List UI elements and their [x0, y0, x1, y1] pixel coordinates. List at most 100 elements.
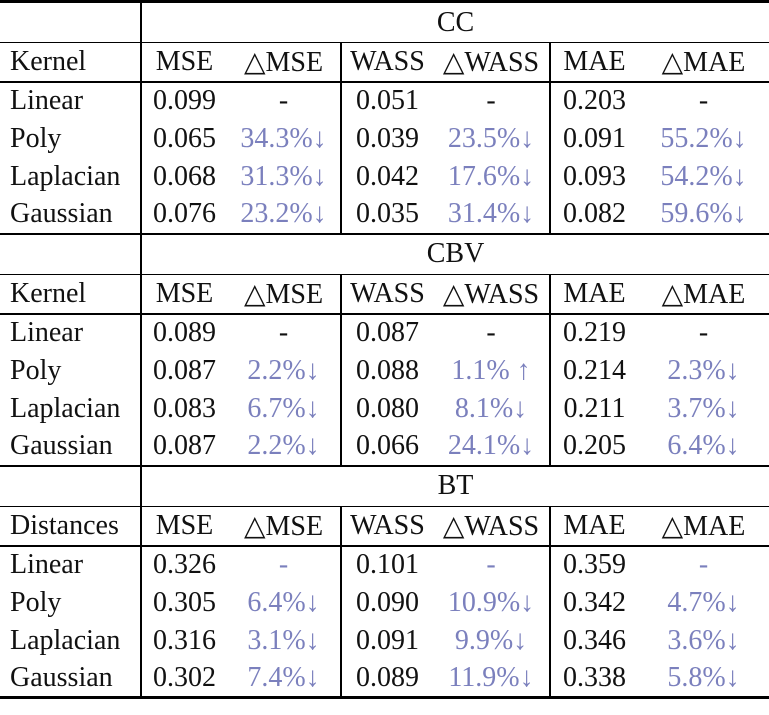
delta-cell: 8.1%↓ [454, 392, 528, 424]
col-header-delta-wass: △WASS [433, 274, 550, 315]
table-row: Linear 0.326 - 0.101 - 0.359 - [0, 545, 769, 584]
delta-cell: - [486, 317, 496, 348]
value-cell: 0.359 [549, 545, 638, 584]
col-header-delta-mae: △MAE [638, 506, 769, 547]
value-cell: 0.205 [549, 427, 638, 466]
value-cell: 0.316 [140, 621, 227, 660]
value-cell: 0.039 [340, 119, 433, 158]
value-cell: 0.342 [549, 583, 638, 622]
table-row: Gaussian 0.076 23.2%↓ 0.035 31.4%↓ 0.082… [0, 195, 769, 234]
table-row: Linear 0.099 - 0.051 - 0.203 - [0, 81, 769, 120]
delta-cell: 24.1%↓ [447, 430, 535, 461]
value-cell: 0.082 [549, 195, 638, 234]
table-row: Gaussian 0.302 7.4%↓ 0.089 11.9%↓ 0.338 … [0, 659, 769, 698]
delta-cell: 4.7%↓ [667, 586, 740, 618]
row-label: Gaussian [10, 430, 113, 461]
section-title: CC [139, 0, 769, 43]
delta-cell: 2.2%↓ [247, 354, 320, 386]
table-row: Laplacian 0.083 6.7%↓ 0.080 8.1%↓ 0.211 … [0, 389, 769, 428]
value-cell: 0.326 [140, 545, 227, 584]
value-cell: 0.087 [140, 351, 227, 390]
delta-cell: 6.4%↓ [247, 586, 320, 618]
value-cell: 0.089 [140, 313, 227, 352]
row-label: Linear [10, 549, 84, 580]
delta-cell: 10.9%↓ [447, 586, 535, 618]
delta-cell: 2.2%↓ [247, 430, 320, 461]
delta-cell: 34.3%↓ [240, 122, 327, 154]
value-cell: 0.091 [549, 119, 638, 158]
delta-cell: - [278, 85, 289, 116]
row-label: Linear [10, 317, 84, 348]
value-cell: 0.042 [340, 157, 433, 196]
delta-cell: 59.6%↓ [660, 198, 747, 229]
value-cell: 0.080 [340, 389, 433, 428]
section-title-row: CBV [0, 232, 769, 275]
column-header-row: Kernel MSE △MSE WASS △WASS MAE △MAE [0, 274, 769, 315]
results-table: CC Kernel MSE △MSE WASS △WASS MAE △MAE L… [0, 0, 769, 699]
value-cell: 0.087 [140, 427, 227, 466]
delta-cell: - [278, 317, 289, 348]
col-header-delta-mse: △MSE [227, 506, 341, 547]
row-label: Laplacian [10, 624, 121, 656]
value-cell: 0.091 [340, 621, 433, 660]
band-spacer [0, 0, 141, 43]
column-header-row: Distances MSE △MSE WASS △WASS MAE △MAE [0, 506, 769, 547]
value-cell: 0.068 [140, 157, 227, 196]
table-row: Laplacian 0.316 3.1%↓ 0.091 9.9%↓ 0.346 … [0, 621, 769, 660]
delta-cell: 3.6%↓ [667, 624, 740, 656]
value-cell: 0.302 [140, 659, 227, 698]
section-title-row: BT [0, 464, 769, 507]
value-cell: 0.076 [140, 195, 227, 234]
col-header-delta-wass: △WASS [433, 506, 550, 547]
row-label: Poly [10, 586, 62, 618]
value-cell: 0.211 [549, 389, 638, 428]
delta-cell: 7.4%↓ [247, 661, 320, 693]
delta-cell: 6.4%↓ [667, 430, 740, 461]
value-cell: 0.203 [549, 81, 638, 120]
col-header-kernel: Kernel [0, 274, 141, 315]
value-cell: 0.035 [340, 195, 433, 234]
col-header-mae: MAE [549, 274, 638, 315]
delta-cell: 23.5%↓ [447, 122, 535, 154]
col-header-mse: MSE [140, 506, 227, 547]
value-cell: 0.087 [340, 313, 433, 352]
delta-cell: 31.4%↓ [447, 198, 535, 229]
value-cell: 0.089 [340, 659, 433, 698]
col-header-delta-mse: △MSE [227, 42, 341, 83]
col-header-mae: MAE [549, 506, 638, 547]
value-cell: 0.214 [549, 351, 638, 390]
value-cell: 0.101 [340, 545, 433, 584]
value-cell: 0.065 [140, 119, 227, 158]
value-cell: 0.090 [340, 583, 433, 622]
col-header-wass: WASS [340, 274, 433, 315]
value-cell: 0.083 [140, 389, 227, 428]
band-spacer [0, 464, 141, 507]
value-cell: 0.099 [140, 81, 227, 120]
delta-cell: - [698, 317, 709, 348]
delta-cell: 17.6%↓ [447, 160, 535, 192]
row-label: Poly [10, 122, 62, 154]
column-header-row: Kernel MSE △MSE WASS △WASS MAE △MAE [0, 42, 769, 83]
table-row: Linear 0.089 - 0.087 - 0.219 - [0, 313, 769, 352]
delta-cell: 31.3%↓ [240, 160, 327, 192]
delta-cell: 3.1%↓ [247, 624, 320, 656]
value-cell: 0.305 [140, 583, 227, 622]
band-spacer [0, 232, 141, 275]
row-label: Laplacian [10, 160, 121, 192]
value-cell: 0.066 [340, 427, 433, 466]
section-title: BT [139, 464, 769, 507]
col-header-delta-mse: △MSE [227, 274, 341, 315]
col-header-mae: MAE [549, 42, 638, 83]
col-header-mse: MSE [140, 42, 227, 83]
delta-cell: 3.7%↓ [667, 392, 740, 424]
row-label: Poly [10, 354, 62, 386]
col-header-delta-mae: △MAE [638, 42, 769, 83]
delta-cell: 55.2%↓ [660, 122, 747, 154]
col-header-wass: WASS [340, 42, 433, 83]
row-label: Gaussian [10, 661, 113, 693]
value-cell: 0.219 [549, 313, 638, 352]
delta-cell: 2.3%↓ [667, 354, 740, 386]
col-header-wass: WASS [340, 506, 433, 547]
col-header-kernel: Kernel [0, 42, 141, 83]
table-row: Poly 0.305 6.4%↓ 0.090 10.9%↓ 0.342 4.7%… [0, 583, 769, 622]
